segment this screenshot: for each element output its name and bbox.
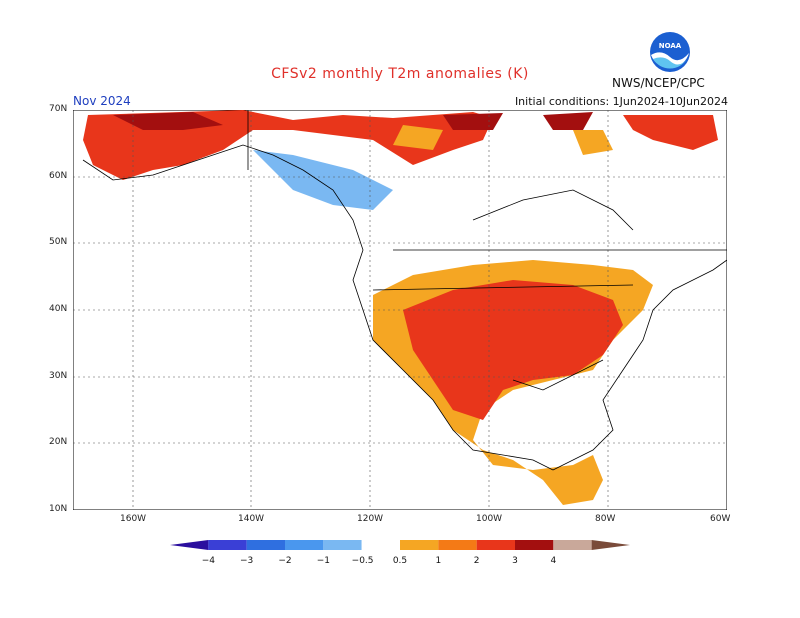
lat-label: 10N	[49, 504, 67, 514]
initial-conditions: Initial conditions: 1Jun2024-10Jun2024	[515, 95, 728, 108]
lon-label: 80W	[595, 514, 615, 524]
colorbar-segment	[553, 540, 591, 550]
colorbar-segment	[515, 540, 553, 550]
colorbar-tick-label: −0.5	[352, 556, 372, 566]
lon-label: 60W	[710, 514, 730, 524]
colorbar-segment	[592, 540, 630, 550]
lat-label: 30N	[49, 371, 67, 381]
colorbar-tick-label: −1	[313, 556, 333, 566]
colorbar-segment	[170, 540, 208, 550]
noaa-logo-text: NOAA	[659, 42, 682, 50]
lat-label: 20N	[49, 437, 67, 447]
lat-label: 40N	[49, 304, 67, 314]
colorbar-segment	[323, 540, 361, 550]
colorbar-tick-label: 0.5	[390, 556, 410, 566]
colorbar-tick-label: −3	[237, 556, 257, 566]
colorbar-segment	[400, 540, 438, 550]
colorbar-segment	[208, 540, 246, 550]
colorbar	[170, 536, 630, 554]
lat-label: 50N	[49, 237, 67, 247]
colorbar-segment	[438, 540, 476, 550]
anomaly-map	[73, 110, 727, 510]
noaa-logo-icon: NOAA	[649, 31, 691, 73]
lon-label: 140W	[238, 514, 264, 524]
colorbar-tick-label: 4	[543, 556, 563, 566]
lon-label: 100W	[476, 514, 502, 524]
lon-label: 160W	[120, 514, 146, 524]
colorbar-segment	[362, 540, 400, 550]
colorbar-tick-label: 2	[467, 556, 487, 566]
lon-label: 120W	[357, 514, 383, 524]
forecast-month: Nov 2024	[73, 94, 131, 108]
agency-label: NWS/NCEP/CPC	[612, 76, 705, 90]
lat-label: 60N	[49, 171, 67, 181]
lat-label: 70N	[49, 104, 67, 114]
colorbar-segment	[285, 540, 323, 550]
colorbar-tick-label: 1	[428, 556, 448, 566]
colorbar-tick-label: −2	[275, 556, 295, 566]
colorbar-segment	[247, 540, 285, 550]
colorbar-tick-label: 3	[505, 556, 525, 566]
colorbar-segment	[477, 540, 515, 550]
colorbar-tick-label: −4	[198, 556, 218, 566]
